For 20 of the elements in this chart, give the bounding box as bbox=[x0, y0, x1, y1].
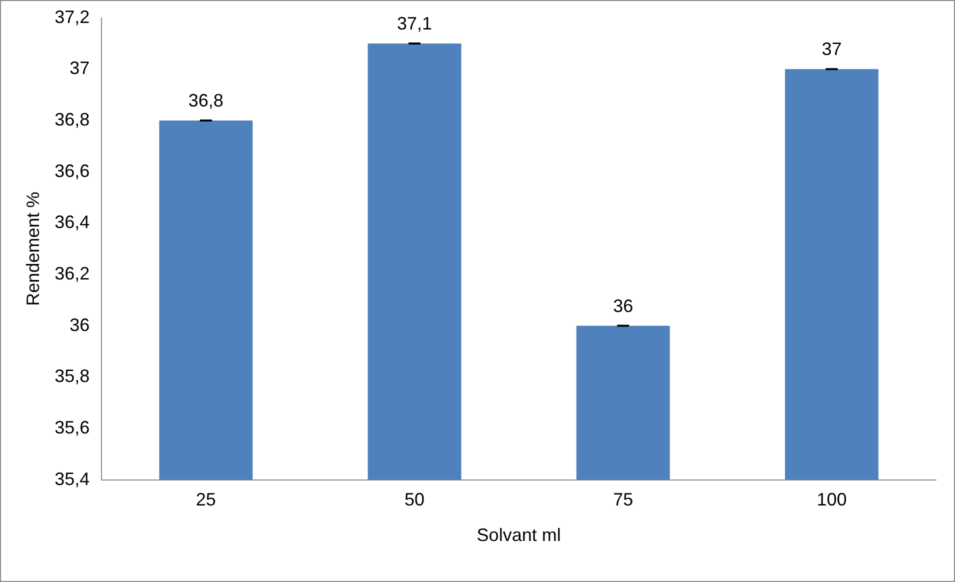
data-label: 37,1 bbox=[396, 13, 432, 34]
y-tick-label: 35,6 bbox=[54, 417, 90, 438]
y-tick-label: 36 bbox=[70, 314, 90, 335]
data-label: 36 bbox=[613, 296, 634, 316]
y-axis-title: Rendement % bbox=[22, 192, 43, 306]
x-tick-label: 75 bbox=[613, 490, 634, 510]
y-tick-label: 36,4 bbox=[54, 212, 90, 232]
y-tick-label: 36,2 bbox=[54, 263, 90, 284]
y-tick-label: 37 bbox=[70, 58, 90, 78]
data-label: 37 bbox=[822, 39, 842, 60]
y-tick-label: 36,6 bbox=[54, 160, 90, 181]
y-tick-label: 36,8 bbox=[54, 109, 90, 130]
x-axis-title: Solvant ml bbox=[476, 525, 561, 546]
x-tick-label: 100 bbox=[816, 490, 847, 510]
y-tick-label: 35,4 bbox=[54, 468, 90, 489]
x-tick-label: 25 bbox=[196, 490, 216, 510]
data-label: 36,8 bbox=[188, 90, 224, 110]
y-tick-label: 37,2 bbox=[54, 6, 90, 27]
y-tick-label: 35,8 bbox=[54, 366, 90, 386]
x-tick-label: 50 bbox=[404, 490, 425, 510]
